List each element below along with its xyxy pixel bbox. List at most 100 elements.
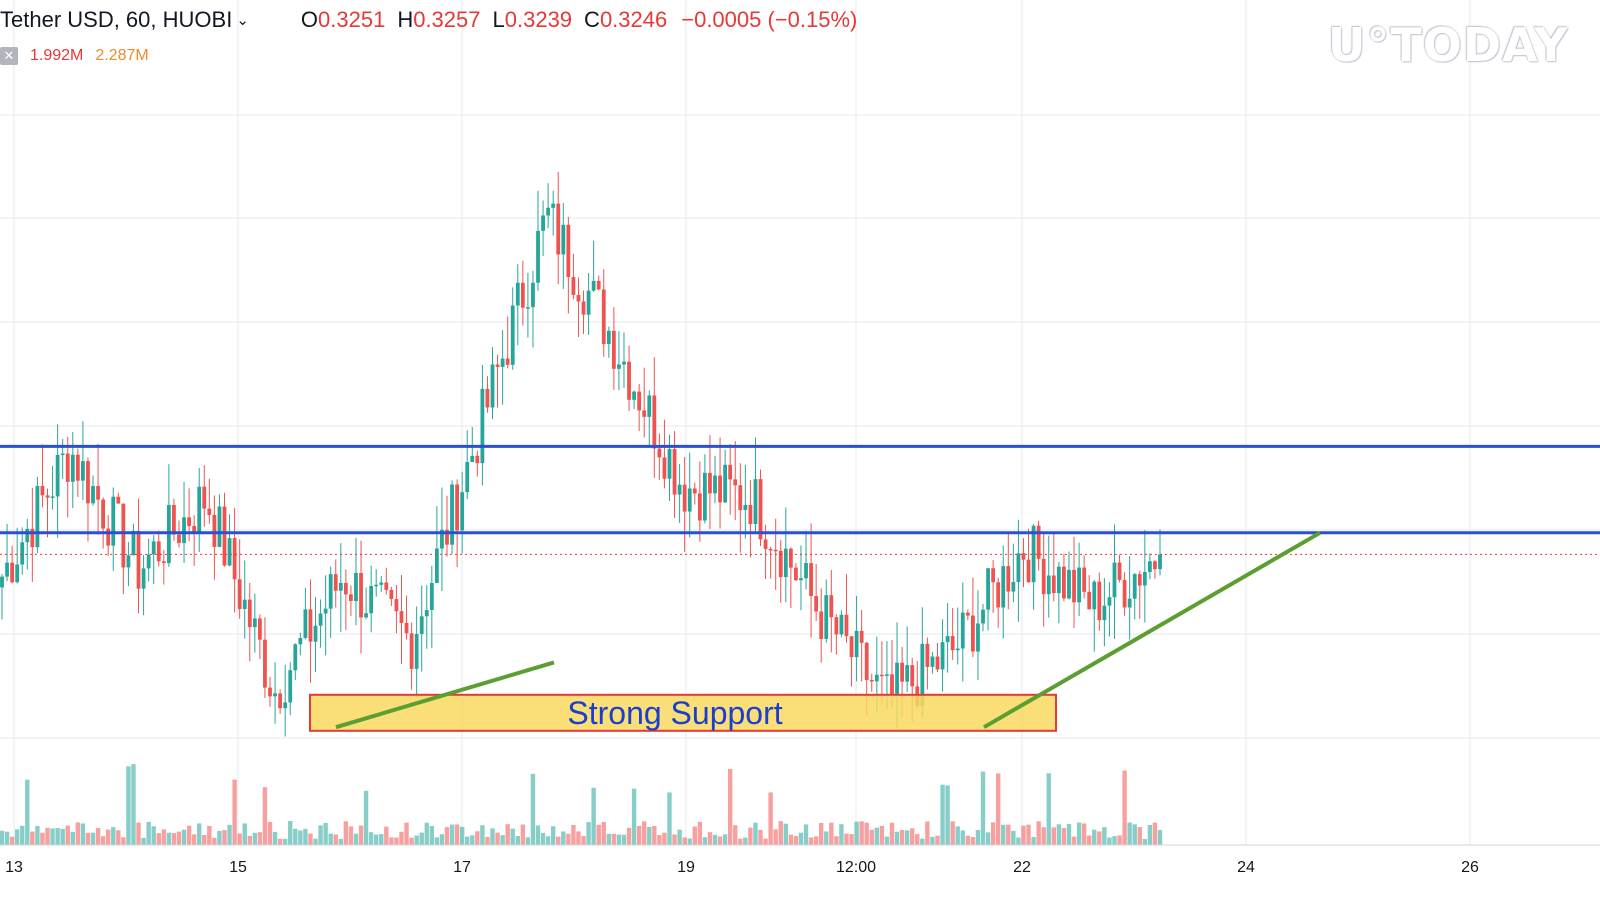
volume-bar bbox=[368, 832, 374, 845]
volume-bar bbox=[576, 831, 581, 845]
volume-bar bbox=[530, 773, 536, 845]
volume-bar bbox=[662, 832, 667, 845]
volume-bar bbox=[404, 822, 409, 845]
volume-bar bbox=[510, 828, 515, 845]
volume-bar bbox=[232, 779, 237, 845]
volume-bar bbox=[1041, 827, 1046, 845]
candle-body bbox=[672, 449, 677, 495]
volume-bar bbox=[606, 833, 612, 845]
volume-bar bbox=[480, 825, 485, 845]
volume-bar bbox=[1152, 822, 1158, 845]
candle-body bbox=[1016, 553, 1021, 583]
candle-body bbox=[318, 613, 323, 626]
candle-body bbox=[885, 674, 889, 676]
candle-body bbox=[485, 388, 490, 408]
candle-body bbox=[1046, 575, 1051, 595]
volume-bar bbox=[1051, 827, 1057, 845]
candle-body bbox=[591, 280, 596, 291]
volume-bar bbox=[601, 821, 606, 845]
volume-bar bbox=[454, 824, 460, 845]
candle-body bbox=[682, 484, 687, 512]
trend-line-1[interactable] bbox=[982, 531, 1322, 729]
candle-body bbox=[414, 633, 419, 669]
volume-bar bbox=[1026, 824, 1031, 845]
candle-body bbox=[10, 562, 15, 583]
candle-body bbox=[788, 548, 793, 568]
candle-body bbox=[844, 614, 849, 637]
high-value: 0.3257 bbox=[413, 7, 481, 32]
candle-body bbox=[303, 609, 308, 638]
volume-bar bbox=[621, 834, 627, 845]
volume-bar bbox=[990, 822, 996, 845]
volume-bar bbox=[636, 825, 642, 845]
volume-bar bbox=[925, 821, 930, 845]
candle-body bbox=[976, 623, 980, 652]
volume-bar bbox=[394, 837, 399, 845]
chevron-down-icon[interactable]: ⌄ bbox=[236, 12, 249, 29]
volume-bar bbox=[758, 829, 763, 845]
volume-bar bbox=[945, 785, 950, 845]
candle-body bbox=[91, 486, 95, 504]
volume-bar bbox=[65, 825, 70, 845]
candle-body bbox=[495, 364, 500, 367]
volume-bar bbox=[505, 824, 510, 845]
volume-bar bbox=[556, 836, 561, 845]
volume-bar bbox=[1061, 828, 1067, 845]
candle-body bbox=[839, 614, 844, 635]
candle-body bbox=[930, 656, 935, 667]
trend-line-0[interactable] bbox=[335, 660, 555, 730]
volume-bar bbox=[738, 838, 743, 845]
candle-body bbox=[531, 282, 535, 308]
volume-bar bbox=[1087, 835, 1092, 845]
volume-bar bbox=[298, 830, 303, 845]
volume-bar bbox=[0, 830, 5, 845]
candle-body bbox=[955, 648, 960, 651]
volume-bar bbox=[854, 821, 859, 845]
candle-body bbox=[207, 508, 212, 516]
volume-bar bbox=[197, 823, 202, 845]
candle-body bbox=[131, 530, 136, 556]
candle-body bbox=[753, 479, 758, 525]
volume-bar bbox=[363, 790, 369, 845]
symbol-title[interactable]: Tether USD, 60, HUOBI bbox=[0, 7, 233, 32]
candle-body bbox=[222, 506, 227, 566]
support-zone-label: Strong Support bbox=[567, 695, 782, 731]
candle-body bbox=[526, 307, 530, 309]
candle-body bbox=[283, 702, 288, 709]
close-box-icon[interactable]: ✕ bbox=[0, 47, 18, 65]
volume-bar bbox=[692, 826, 697, 845]
candle-body bbox=[288, 670, 293, 703]
candle-body bbox=[647, 395, 652, 417]
volume-bar bbox=[1076, 822, 1082, 845]
volume-bar bbox=[899, 829, 905, 845]
candle-body bbox=[586, 290, 591, 315]
candle-body bbox=[470, 455, 475, 463]
candle-body bbox=[374, 584, 379, 587]
volume-bar bbox=[904, 830, 910, 845]
volume-bar bbox=[500, 835, 505, 845]
volume-bar bbox=[353, 833, 359, 845]
candle-body bbox=[576, 294, 581, 302]
volume-bar bbox=[995, 773, 1001, 845]
candle-body bbox=[637, 391, 642, 411]
x-tick-label: 13 bbox=[5, 859, 23, 876]
candle-body bbox=[1072, 569, 1076, 603]
candle-body bbox=[359, 572, 363, 618]
x-tick-label: 19 bbox=[677, 859, 695, 876]
candle-body bbox=[617, 364, 621, 369]
candle-body bbox=[728, 464, 733, 480]
time-axis: 13 15 17 19 12:00 22 24 26 bbox=[0, 844, 1600, 876]
x-tick-label: 24 bbox=[1237, 859, 1255, 876]
candle-body bbox=[748, 504, 753, 525]
support-zone[interactable] bbox=[309, 693, 1057, 732]
volume-bar bbox=[181, 829, 187, 845]
candle-body bbox=[551, 203, 556, 208]
candle-body bbox=[1001, 566, 1006, 608]
low-value: 0.3239 bbox=[504, 7, 573, 32]
candle-body bbox=[546, 207, 551, 216]
candle-body bbox=[141, 568, 146, 589]
candle-body bbox=[172, 504, 176, 535]
volume-bar bbox=[424, 822, 429, 845]
